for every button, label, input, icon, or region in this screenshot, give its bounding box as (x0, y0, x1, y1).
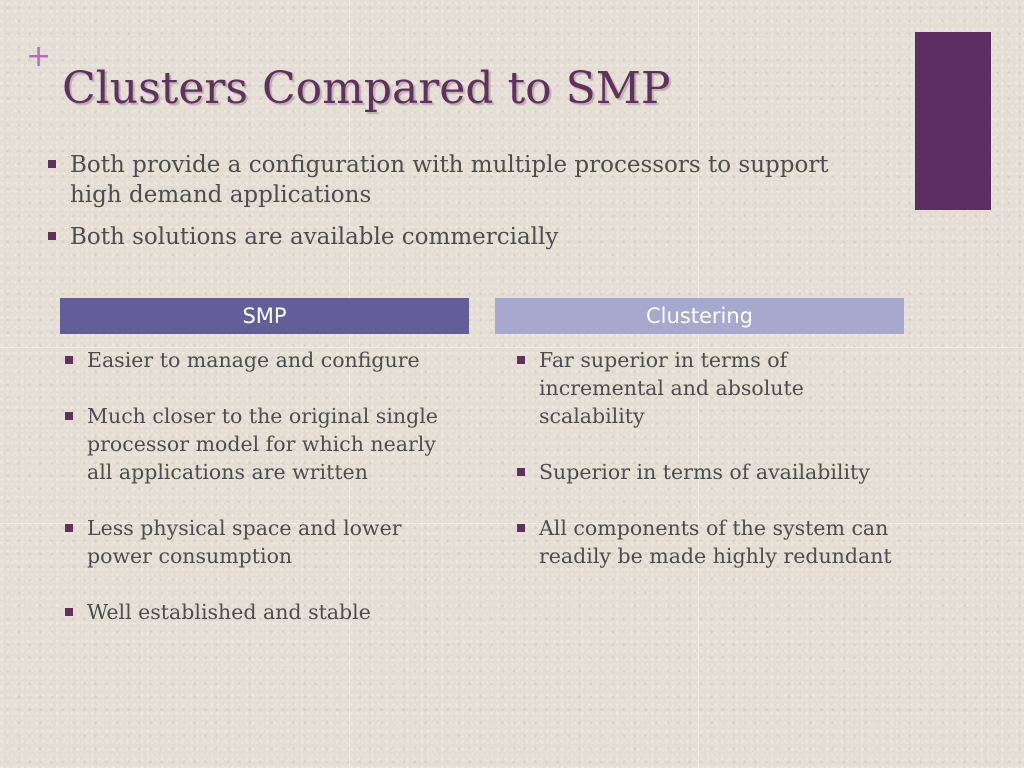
intro-bullet: Both solutions are available commerciall… (46, 222, 846, 252)
square-bullet-icon (65, 356, 73, 364)
smp-advantage-text: Much closer to the original single proce… (87, 404, 438, 484)
smp-advantage-item: Less physical space and lower power cons… (60, 514, 455, 570)
smp-advantage-item: Easier to manage and configure (60, 346, 455, 374)
square-bullet-icon (65, 608, 73, 616)
clustering-advantage-text: Far superior in terms of incremental and… (539, 348, 804, 428)
clustering-column-header: Clustering (495, 298, 904, 334)
clustering-advantage-item: Far superior in terms of incremental and… (512, 346, 902, 430)
smp-column-header: SMP (60, 298, 469, 334)
smp-advantage-item: Well established and stable (60, 598, 455, 626)
background-grid-line (0, 523, 1024, 524)
square-bullet-icon (48, 160, 56, 168)
smp-advantage-item: Much closer to the original single proce… (60, 402, 455, 486)
slide-title: Clusters Compared to SMP (62, 63, 671, 114)
square-bullet-icon (65, 412, 73, 420)
smp-advantage-text: Less physical space and lower power cons… (87, 516, 402, 568)
clustering-advantage-item: All components of the system can readily… (512, 514, 902, 570)
plus-icon: + (26, 39, 52, 74)
square-bullet-icon (517, 524, 525, 532)
intro-bullet: Both provide a configuration with multip… (46, 150, 846, 210)
background-grid-line (349, 0, 350, 768)
background-grid-line (698, 0, 699, 768)
clustering-advantage-text: Superior in terms of availability (539, 460, 870, 484)
square-bullet-icon (517, 356, 525, 364)
smp-advantages-list: Easier to manage and configure Much clos… (60, 346, 455, 654)
intro-bullet-text: Both provide a configuration with multip… (70, 152, 829, 208)
smp-advantage-text: Easier to manage and configure (87, 348, 420, 372)
background-grid-line (0, 347, 1024, 348)
square-bullet-icon (65, 524, 73, 532)
clustering-advantage-item: Superior in terms of availability (512, 458, 902, 486)
smp-advantage-text: Well established and stable (87, 600, 371, 624)
accent-block (915, 32, 991, 210)
square-bullet-icon (517, 468, 525, 476)
intro-bullet-list: Both provide a configuration with multip… (46, 150, 846, 264)
square-bullet-icon (48, 232, 56, 240)
intro-bullet-text: Both solutions are available commerciall… (70, 224, 559, 250)
clustering-advantage-text: All components of the system can readily… (539, 516, 892, 568)
clustering-advantages-list: Far superior in terms of incremental and… (512, 346, 902, 598)
